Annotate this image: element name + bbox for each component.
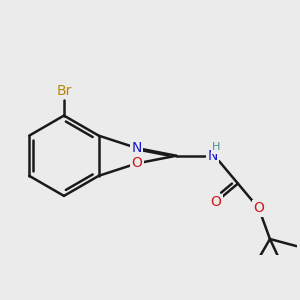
Text: O: O [254, 202, 264, 215]
Text: H: H [212, 142, 220, 152]
Text: O: O [131, 156, 142, 170]
Text: N: N [132, 141, 142, 155]
Text: Br: Br [56, 84, 72, 98]
Text: N: N [208, 149, 218, 163]
Text: O: O [211, 195, 221, 209]
